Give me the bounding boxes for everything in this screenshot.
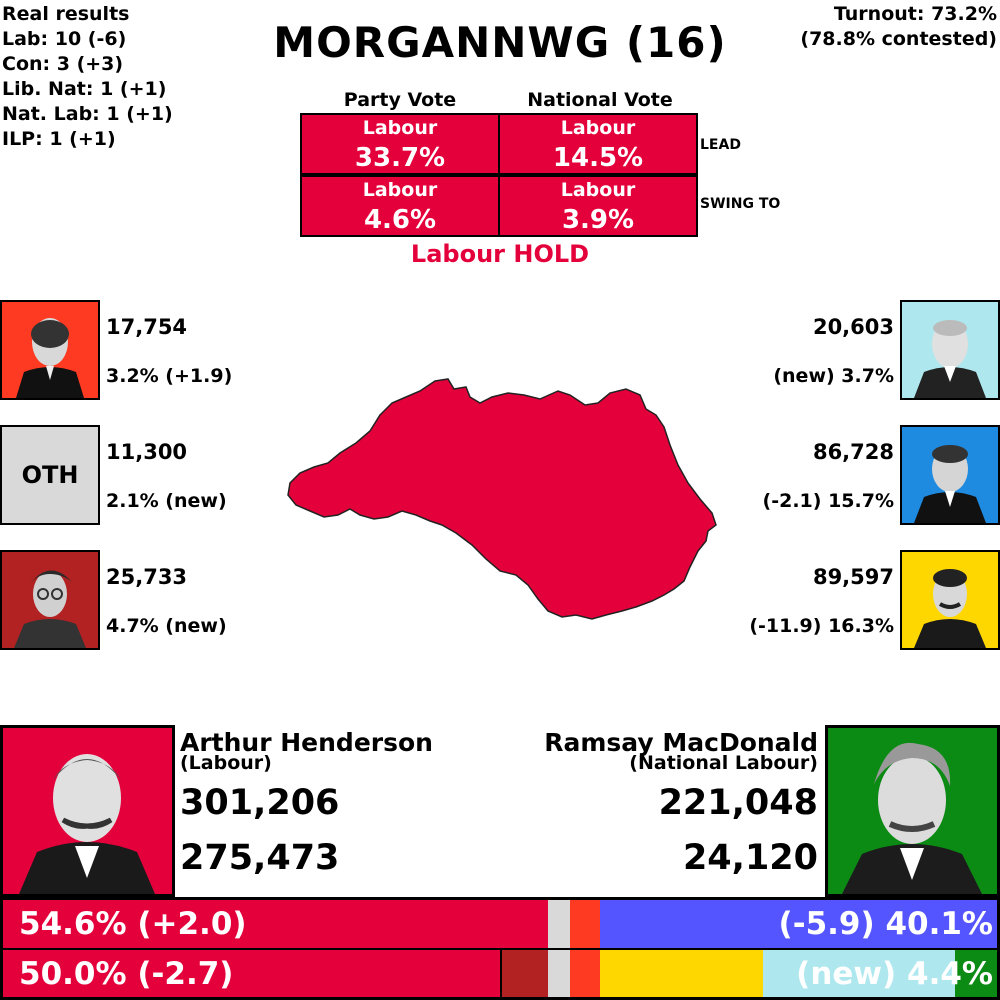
turnout-panel: Turnout: 73.2% (78.8% contested) (800, 2, 997, 52)
bar-bottom-national-labour (955, 950, 997, 997)
party-box-ilp (0, 550, 100, 650)
result-label: Labour HOLD (410, 240, 590, 268)
party-votes-other: 11,300 (106, 440, 188, 464)
bar-top-right-text: (-5.9) 40.1% (778, 906, 993, 942)
leader-name-right: Ramsay MacDonald (544, 728, 818, 757)
bar-top-other (548, 900, 570, 948)
leader-party-left: (Labour) (180, 752, 272, 774)
bar-top-communist (570, 900, 600, 948)
party-vote-header: Party Vote (343, 89, 457, 111)
party-votes-communist: 17,754 (106, 315, 188, 339)
party-votes-ilp: 25,733 (106, 565, 188, 589)
bar-bottom-right-text: (new) 4.4% (796, 956, 993, 992)
real-results-heading: Real results (2, 3, 130, 25)
national-vote-header: National Vote (527, 89, 673, 111)
turnout-line: Turnout: 73.2% (833, 3, 997, 25)
lead-national-value: 14.5% (552, 143, 644, 173)
real-results-line: Nat. Lab: 1 (+1) (2, 103, 173, 125)
swing-party-value: 4.6% (363, 205, 437, 235)
leader-party-right: (National Labour) (629, 752, 818, 774)
party-box-communist (0, 300, 100, 400)
bar-top-national (600, 900, 997, 948)
swing-party-cell: Labour 4.6% (300, 175, 500, 237)
portrait-icon (14, 570, 86, 648)
party-pct-ilp: 4.7% (new) (106, 615, 227, 637)
constituency-map (287, 378, 717, 620)
bar-bottom-labour (3, 950, 500, 997)
lead-national-cell: Labour 14.5% (498, 113, 698, 175)
bar-bottom-liberal-national (600, 950, 763, 997)
lead-national-label: Labour (560, 117, 636, 139)
portrait-icon (914, 445, 986, 523)
leader-portrait-left (0, 725, 175, 897)
party-box-other: OTH (0, 425, 100, 525)
party-votes-national-liberal: 20,603 (812, 315, 894, 339)
party-votes-liberal-national: 89,597 (812, 565, 894, 589)
bar-bottom-left-text: 50.0% (-2.7) (19, 956, 234, 992)
party-pct-liberal-national: (-11.9) 16.3% (749, 615, 894, 637)
turnout-contested: (78.8% contested) (800, 28, 997, 50)
real-results-line: Lib. Nat: 1 (+1) (2, 78, 167, 100)
leader-votes2-right: 24,120 (682, 838, 818, 878)
map-region (287, 378, 717, 620)
bar-bottom-other (548, 950, 570, 997)
other-label: OTH (21, 461, 79, 489)
party-pct-other: 2.1% (new) (106, 490, 227, 512)
party-pct-communist: 3.2% (+1.9) (106, 365, 233, 387)
bar-top-labour-tail (500, 900, 548, 948)
lead-tag: LEAD (700, 137, 741, 153)
leader-votes1-right: 221,048 (658, 783, 818, 823)
bar-bottom-national-liberal (763, 950, 955, 997)
portrait-icon (914, 569, 986, 648)
swing-national-cell: Labour 3.9% (498, 175, 698, 237)
leader-portrait-right (825, 725, 1000, 897)
real-results-line: Con: 3 (+3) (2, 53, 124, 75)
party-box-national-liberal (900, 300, 1000, 400)
portrait-icon (16, 318, 84, 398)
leader-name-left: Arthur Henderson (180, 728, 433, 757)
swing-national-label: Labour (560, 179, 636, 201)
party-pct-national-liberal: (new) 3.7% (773, 365, 894, 387)
swing-party-label: Labour (362, 179, 438, 201)
portrait-icon (842, 742, 982, 894)
real-results-panel: Real results Lab: 10 (-6) Con: 3 (+3) Li… (2, 2, 173, 152)
real-results-line: Lab: 10 (-6) (2, 28, 127, 50)
lead-party-label: Labour (362, 117, 438, 139)
bar-top-labour (3, 900, 500, 948)
party-votes-conservative: 86,728 (812, 440, 894, 464)
lead-party-cell: Labour 33.7% (300, 113, 500, 175)
bar-bottom-communist (570, 950, 600, 997)
leader-votes1-left: 301,206 (180, 783, 340, 823)
leader-votes2-left: 275,473 (180, 838, 340, 878)
bar-bottom-ilp (502, 950, 548, 997)
bar-top-left-text: 54.6% (+2.0) (19, 906, 247, 942)
vote-share-bars: 54.6% (+2.0) (-5.9) 40.1% 50.0% (-2.7) (… (0, 897, 1000, 1000)
swing-tag: SWING TO (700, 196, 781, 212)
lead-party-value: 33.7% (354, 143, 446, 173)
page-title: MORGANNWG (16) (273, 18, 727, 67)
real-results-line: ILP: 1 (+1) (2, 128, 116, 150)
party-box-liberal-national (900, 550, 1000, 650)
party-box-conservative (900, 425, 1000, 525)
party-pct-conservative: (-2.1) 15.7% (762, 490, 894, 512)
portrait-icon (19, 754, 155, 894)
portrait-icon (914, 320, 986, 398)
swing-national-value: 3.9% (561, 205, 635, 235)
